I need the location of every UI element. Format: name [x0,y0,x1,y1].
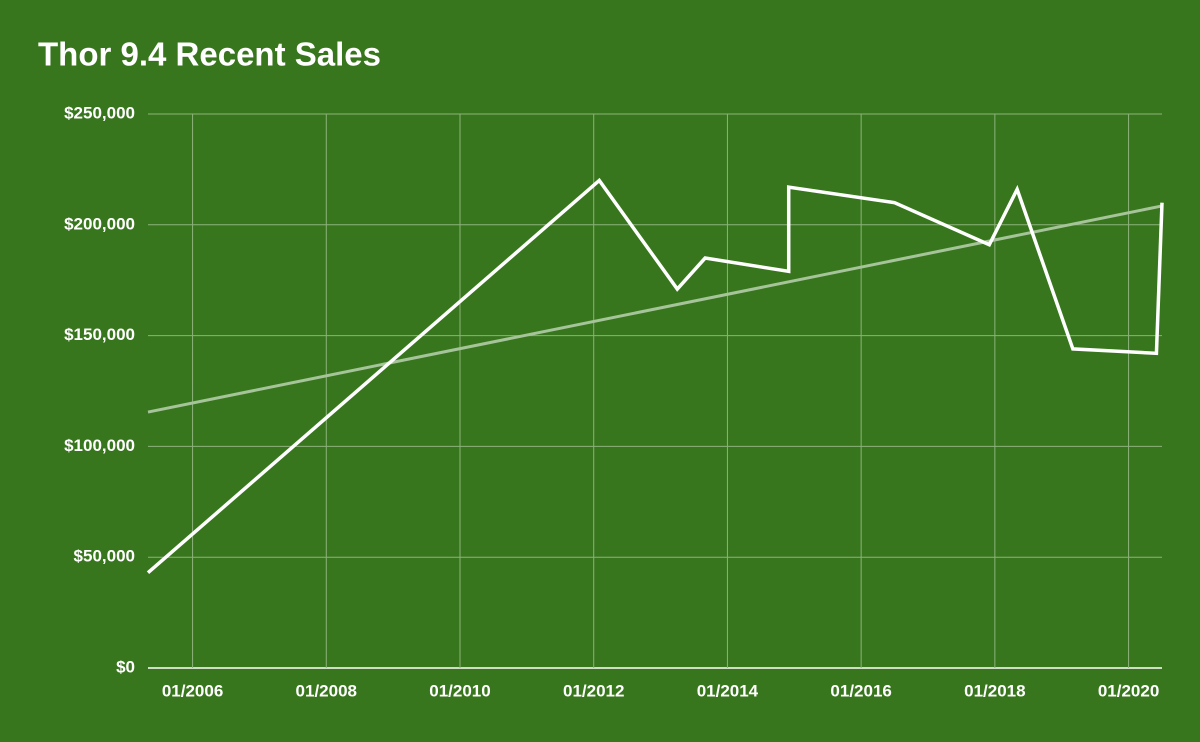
chart-title: Thor 9.4 Recent Sales [38,36,381,73]
x-tick-label: 01/2006 [162,681,223,700]
y-tick-label: $50,000 [74,547,135,566]
x-tick-label: 01/2020 [1098,681,1159,700]
y-tick-label: $250,000 [64,103,135,122]
x-tick-label: 01/2016 [830,681,891,700]
line [146,177,1164,575]
x-tick-label: 01/2010 [429,681,490,700]
y-tick-label: $0 [116,657,135,676]
y-tick-label: $150,000 [64,325,135,344]
x-tick-label: 01/2014 [697,681,759,700]
y-tick-label: $200,000 [64,214,135,233]
x-tick-label: 01/2012 [563,681,624,700]
x-tick-label: 01/2018 [964,681,1025,700]
y-tick-label: $100,000 [64,436,135,455]
x-tick-label: 01/2008 [296,681,357,700]
